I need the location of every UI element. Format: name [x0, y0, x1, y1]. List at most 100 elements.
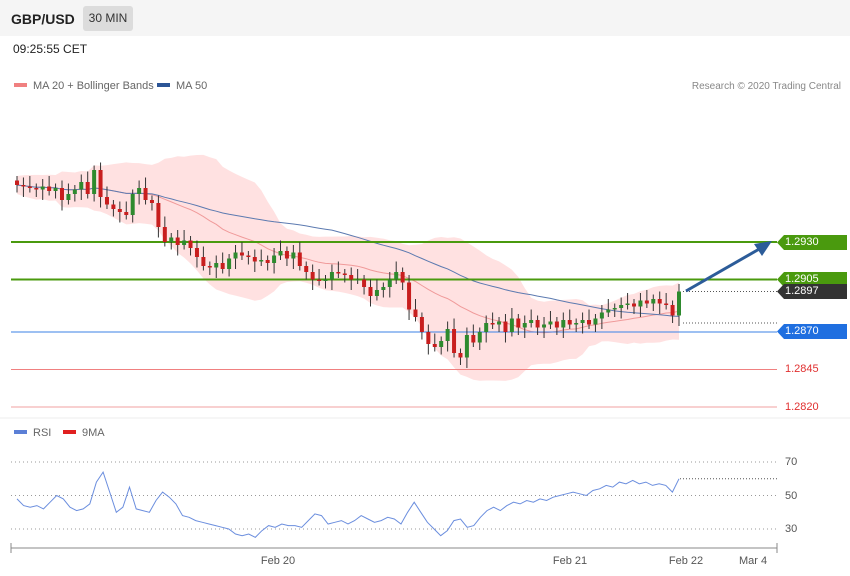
candle-body: [47, 186, 52, 191]
candle-body: [664, 303, 669, 305]
interval-button[interactable]: 30 MIN: [83, 6, 133, 31]
legend-ma20: MA 20 + Bollinger Bands: [14, 80, 154, 92]
candle-body: [677, 291, 681, 316]
rsi-line: [16, 470, 680, 539]
candle-body: [419, 317, 424, 332]
candle-body: [304, 266, 309, 272]
ma20-swatch: [14, 83, 27, 88]
candle-body: [599, 312, 604, 319]
level-lines: [11, 241, 777, 408]
forecast-arrow: [685, 241, 772, 293]
candle-body: [220, 263, 225, 269]
candle-body: [554, 321, 559, 328]
candle-body: [329, 272, 334, 280]
credit-text: Research © 2020 Trading Central: [691, 81, 841, 92]
candle-body: [503, 321, 508, 332]
candle-body: [194, 248, 199, 257]
candle-body: [355, 279, 360, 281]
x-axis: [10, 543, 778, 553]
candle-body: [445, 329, 450, 341]
candle-body: [265, 260, 270, 263]
candle-body: [477, 332, 482, 343]
candle-body: [201, 257, 206, 266]
candle-body: [297, 252, 302, 266]
candle-body: [542, 324, 547, 328]
candle-body: [574, 323, 579, 325]
candle-body: [638, 300, 643, 307]
candle-body: [175, 237, 180, 245]
level-label-1-2845: 1.2845: [785, 363, 819, 375]
candle-body: [439, 341, 444, 347]
candle-body: [516, 318, 521, 328]
candle-body: [85, 182, 90, 194]
level-label-1-2930: 1.2930: [777, 235, 847, 250]
bollinger-band: [17, 154, 679, 381]
candle-body: [657, 299, 662, 304]
legend-rsi: RSI: [14, 427, 51, 439]
candle-body: [394, 272, 399, 280]
candle-body: [40, 186, 45, 190]
candle-body: [246, 255, 251, 257]
candle-body: [66, 194, 71, 200]
candle-body: [117, 209, 122, 212]
candle-body: [535, 320, 540, 328]
candle-body: [509, 318, 514, 332]
candle-body: [156, 203, 161, 227]
candle-body: [342, 273, 347, 275]
candle-body: [53, 188, 58, 191]
x-tick-label: Feb 20: [260, 555, 296, 567]
ma20-label: MA 20 + Bollinger Bands: [33, 80, 154, 92]
candle-body: [580, 320, 585, 323]
candle-body: [349, 275, 354, 280]
candle-body: [79, 182, 84, 190]
candle-body: [21, 185, 26, 187]
candle-body: [92, 170, 97, 194]
candle-body: [72, 189, 77, 194]
candle-body: [522, 323, 527, 328]
candle-body: [137, 188, 142, 194]
ma50-swatch: [157, 83, 170, 88]
candle-body: [284, 251, 289, 259]
x-tick-label: Mar 4: [738, 555, 768, 567]
candle-body: [317, 279, 322, 281]
candle-body: [426, 332, 431, 344]
candle-body: [272, 255, 277, 263]
candle-body: [169, 237, 174, 242]
rsi-swatch: [14, 430, 27, 435]
candle-body: [336, 272, 341, 274]
candle-body: [207, 266, 212, 268]
rsi-label: RSI: [33, 427, 52, 439]
candle-body: [651, 299, 656, 304]
ma50-line: [16, 184, 680, 317]
candle-body: [484, 323, 489, 332]
candle-body: [561, 320, 566, 328]
candle-body: [130, 194, 135, 215]
candle-body: [497, 321, 502, 325]
rsi-tick-label: 30: [785, 523, 798, 535]
candle-body: [162, 227, 167, 242]
candle-body: [413, 309, 418, 317]
candle-body: [214, 263, 219, 268]
candle-body: [34, 188, 39, 190]
candle-body: [644, 300, 649, 304]
candle-body: [471, 335, 476, 343]
candle-body: [227, 258, 232, 269]
candles: [15, 162, 681, 368]
candle-body: [612, 308, 617, 310]
candle-body: [593, 318, 598, 325]
candle-body: [310, 272, 315, 280]
candle-body: [291, 252, 296, 259]
candle-body: [587, 320, 592, 325]
forecast-arrow-head: [754, 241, 772, 256]
level-label-1-2905: 1.2905: [777, 272, 847, 287]
level-label-1-2870: 1.2870: [777, 324, 847, 339]
9ma-swatch: [63, 430, 76, 435]
rsi-pane: [11, 461, 777, 539]
candle-body: [233, 252, 238, 259]
rsi-tick-label: 50: [785, 490, 798, 502]
candle-body: [529, 320, 534, 323]
candle-body: [239, 252, 244, 256]
candle-body: [143, 188, 148, 200]
candle-body: [111, 204, 116, 209]
